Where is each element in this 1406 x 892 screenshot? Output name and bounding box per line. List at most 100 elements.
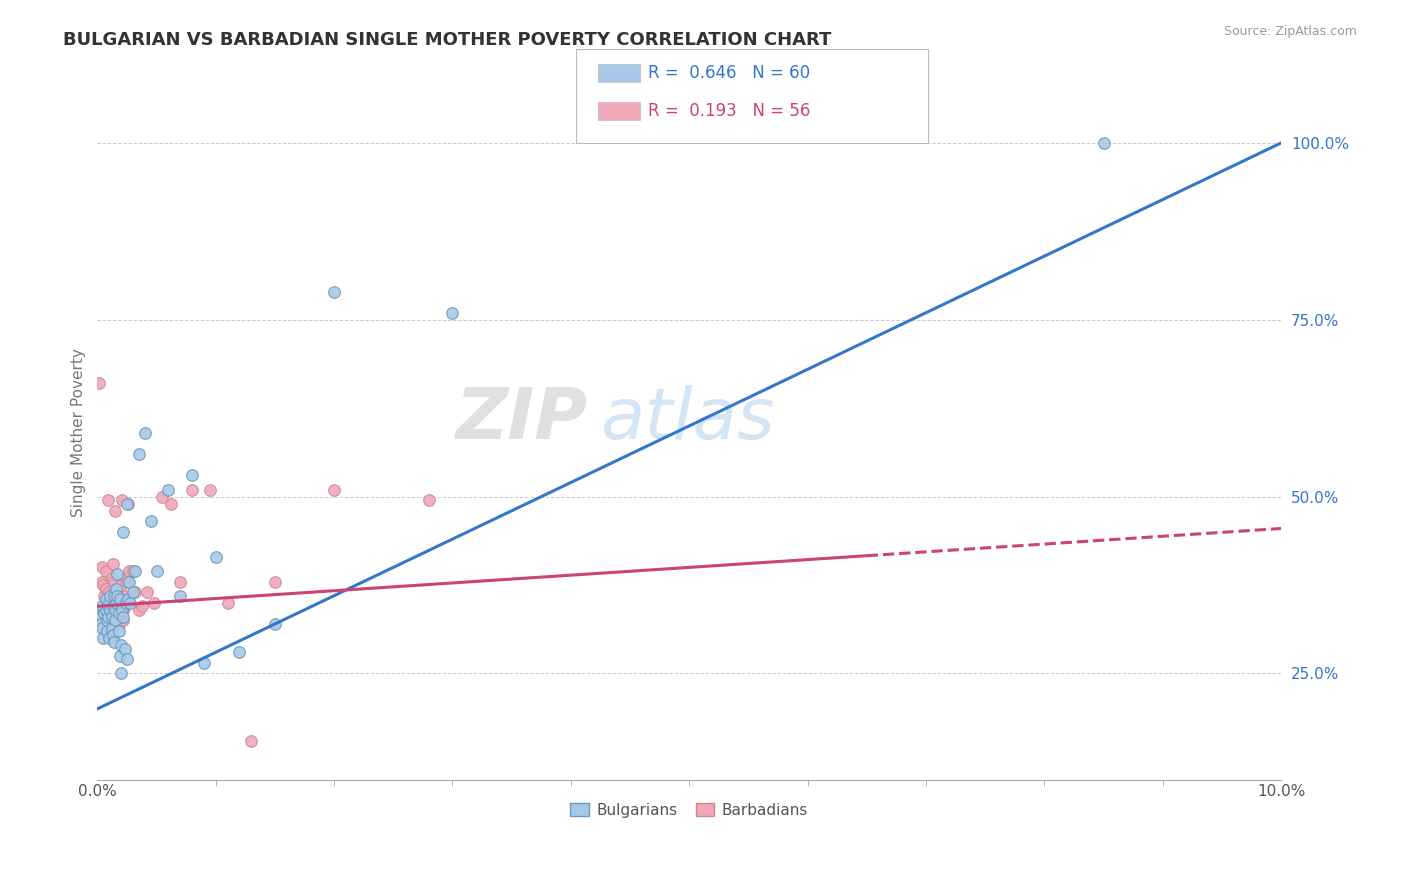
Point [97,493,120,508]
Point [91,578,114,592]
Point [94,592,117,607]
Point [111,493,134,508]
Point [169,589,191,603]
Point [323,483,346,497]
Point [107,603,129,617]
Point [124,564,146,578]
Point [98,596,121,610]
Point [98,585,121,599]
Point [91,620,114,634]
Point [107,607,129,621]
Point [264,574,287,589]
Point [112,524,135,539]
Point [101,599,124,614]
Point [96,614,118,628]
Point [103,585,125,599]
Point [143,596,166,610]
Point [114,571,136,585]
Point [104,596,127,610]
Point [228,645,250,659]
Point [139,515,162,529]
Point [108,610,131,624]
Point [117,497,139,511]
Point [108,592,131,607]
Point [103,634,125,648]
Point [152,490,174,504]
Text: ZIP: ZIP [457,384,589,454]
Point [105,582,128,596]
Text: Source: ZipAtlas.com: Source: ZipAtlas.com [1223,25,1357,38]
Point [100,596,122,610]
Point [1092,136,1115,150]
Point [114,589,136,603]
Point [100,610,122,624]
Point [94,603,117,617]
Point [87,376,110,391]
Point [114,596,136,610]
Point [105,589,128,603]
Point [118,574,141,589]
Point [91,560,114,574]
Point [100,599,122,614]
Point [104,504,127,518]
Point [136,585,159,599]
Point [115,574,138,589]
Point [100,603,122,617]
Point [107,624,129,638]
Point [128,603,150,617]
Point [181,468,204,483]
Point [108,648,131,663]
Point [91,599,114,614]
Point [103,589,125,603]
Point [112,614,135,628]
Point [90,617,112,632]
Point [104,614,127,628]
Point [112,603,135,617]
Point [110,578,132,592]
Point [110,638,132,652]
Point [97,610,120,624]
Point [115,497,138,511]
Point [157,483,180,497]
Point [93,589,115,603]
Point [111,603,134,617]
Point [112,610,135,624]
Point [100,571,122,585]
Point [97,599,120,614]
Point [117,592,139,607]
Point [98,631,121,645]
Point [114,599,136,614]
Point [90,603,112,617]
Point [418,493,440,508]
Point [134,425,156,440]
Point [107,617,129,632]
Point [96,603,118,617]
Point [131,599,153,614]
Point [105,596,128,610]
Point [159,497,181,511]
Text: R =  0.646   N = 60: R = 0.646 N = 60 [648,64,810,82]
Point [181,483,204,497]
Point [115,652,138,666]
Point [105,603,128,617]
Point [101,557,124,571]
Point [111,592,134,607]
Text: BULGARIAN VS BARBADIAN SINGLE MOTHER POVERTY CORRELATION CHART: BULGARIAN VS BARBADIAN SINGLE MOTHER POV… [63,31,831,49]
Point [323,285,346,299]
Point [94,564,117,578]
Point [98,592,121,607]
Point [240,733,263,747]
Point [107,599,129,614]
Point [198,483,221,497]
Point [100,589,122,603]
Point [108,589,131,603]
Point [93,607,115,621]
Point [124,585,146,599]
Point [100,620,122,634]
Point [169,574,191,589]
Point [217,596,239,610]
Point [91,631,114,645]
Point [101,599,124,614]
Point [145,564,167,578]
Text: R =  0.193   N = 56: R = 0.193 N = 56 [648,102,810,120]
